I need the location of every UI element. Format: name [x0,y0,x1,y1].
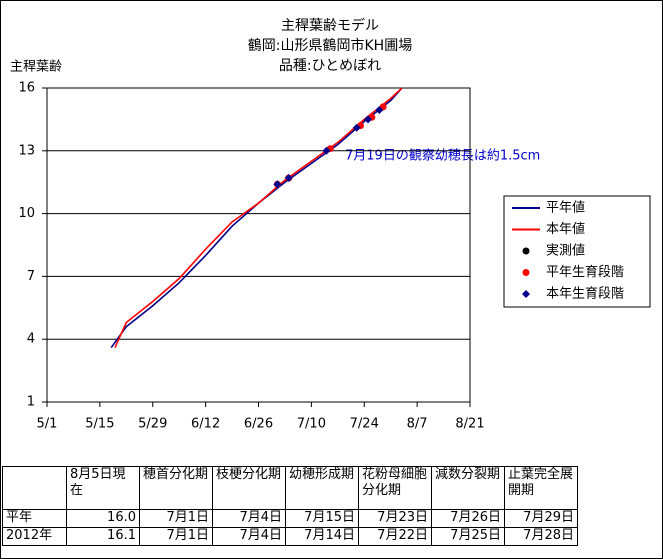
legend-label: 実測値 [546,243,585,259]
stage-marker [352,123,361,132]
x-tick-label: 5/15 [85,417,114,432]
table-cell: 7月26日 [431,509,505,528]
legend-label: 平年値 [546,200,585,216]
annotation: 7月19日の観察幼穂長は約1.5cm [345,149,540,164]
y-tick-label: 4 [27,332,35,347]
x-tick-label: 5/1 [37,417,58,432]
table-cell: 7月1日 [139,509,213,528]
y-tick-label: 7 [27,269,35,284]
chart-title: 鶴岡:山形県鶴岡市KH圃場 [248,37,412,54]
legend-label: 平年生育段階 [546,264,624,280]
y-tick-label: 10 [18,206,35,221]
table-cell: 7月23日 [358,509,432,528]
chart: 主稈葉齢 7月19日の観察幼穂長は約1.5cm 主稈葉齢モデル鶴岡:山形県鶴岡市… [10,17,651,432]
table-cell: 7月14日 [285,527,359,546]
table-cell: 枝梗分化期 [212,466,286,510]
y-tick-label: 1 [27,395,35,410]
legend-swatch [522,269,530,276]
table-cell: 止葉完全展開期 [504,466,578,510]
table-cell: 7月15日 [285,509,359,528]
table-cell: 7月4日 [212,527,286,546]
chart-title: 主稈葉齢モデル [281,17,379,34]
table-cell: 16.1 [66,527,140,546]
x-tick-label: 7/10 [297,417,326,432]
x-tick-label: 8/7 [407,417,428,432]
stage-table: 8月5日現在 穂首分化期 枝梗分化期 幼穂形成期 花粉母細胞分化期 減数分裂期 止葉完全展開… [2,466,578,546]
table-cell: 穂首分化期 [139,466,213,510]
table-cell: 7月1日 [139,527,213,546]
chart-title: 品種:ひとめぼれ [279,58,381,74]
y-tick-label: 13 [18,143,35,158]
table-cell: 平年 [2,509,67,528]
stage-marker [273,180,282,189]
table-cell: 幼穂形成期 [285,466,359,510]
table-cell: 2012年 [2,527,67,546]
table-cell: 花粉母細胞分化期 [358,466,432,510]
table-cell: 8月5日現在 [66,466,140,510]
y-tick-label: 16 [18,81,35,96]
x-tick-label: 5/29 [138,417,167,432]
table-cell: 7月22日 [358,527,432,546]
legend-label: 本年値 [546,221,585,237]
stage-marker [364,115,373,124]
x-tick-label: 6/26 [244,417,273,432]
stage-marker [322,146,331,155]
stage-marker [375,105,384,114]
table-cell: 減数分裂期 [431,466,505,510]
legend-label: 本年生育段階 [546,286,624,302]
x-tick-label: 6/12 [191,417,220,432]
table-cell: 7月28日 [504,527,578,546]
stage-marker [284,174,293,183]
x-tick-label: 7/24 [350,417,379,432]
table-cell: 16.0 [66,509,140,528]
plot-frame [46,87,471,403]
legend-swatch [522,290,530,298]
table-cell: 7月4日 [212,509,286,528]
table-cell: 7月25日 [431,527,505,546]
y-axis-label: 主稈葉齢 [10,60,62,75]
legend-swatch [522,247,530,255]
x-tick-label: 8/21 [455,417,484,432]
table-cell: 7月29日 [504,509,578,528]
table-corner [2,466,67,510]
